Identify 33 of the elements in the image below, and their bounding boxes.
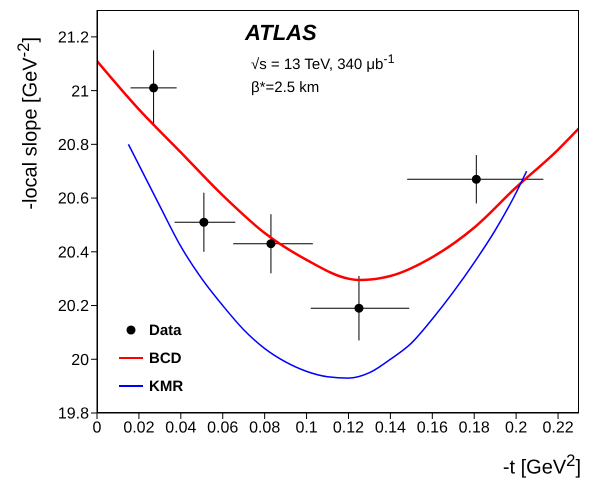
x-tick-label: 0.16 xyxy=(416,419,448,436)
x-tick-label: 0.2 xyxy=(505,419,528,436)
annotation: β*=2.5 km xyxy=(251,79,320,96)
y-tick-label: 20.2 xyxy=(58,298,90,316)
x-tick-label: 0.1 xyxy=(295,419,318,436)
point xyxy=(199,218,208,227)
y-tick-label: 19.8 xyxy=(58,406,90,423)
x-tick-label: 0.22 xyxy=(542,419,574,436)
point xyxy=(472,174,481,184)
x-tick-label: 0.12 xyxy=(332,419,364,436)
x-tick-label: 0.06 xyxy=(207,419,238,436)
point xyxy=(149,83,158,92)
point xyxy=(266,239,276,248)
y-tick-label: 21 xyxy=(71,83,90,100)
legend-label: KMR xyxy=(149,378,184,394)
x-tick-label: 0.02 xyxy=(123,419,155,436)
x-tick-label: 0.18 xyxy=(458,419,490,436)
x-tick-label: 0.08 xyxy=(249,419,280,436)
y-tick-label: 20.4 xyxy=(58,244,90,262)
y-tick-label: 21.2 xyxy=(58,30,90,47)
y-tick-label: 20 xyxy=(71,352,90,369)
x-tick-label: 0.04 xyxy=(165,419,196,436)
x-axis-title: -t [GeV$^{2}$] xyxy=(502,451,581,480)
line-series xyxy=(128,144,528,379)
x-tick-label: 0 xyxy=(92,419,102,436)
legend-label: BCD xyxy=(149,350,182,366)
y-tick-label: 20.8 xyxy=(58,137,90,154)
annotation: ATLAS xyxy=(245,20,318,46)
legend-label: Data xyxy=(149,322,182,338)
x-tick-label: 0.14 xyxy=(374,419,406,436)
annotation: √s = 13 TeV, 340 μb$^{-1}$ xyxy=(251,52,395,73)
y-tick-label: 20.6 xyxy=(58,190,90,208)
point xyxy=(354,304,364,313)
